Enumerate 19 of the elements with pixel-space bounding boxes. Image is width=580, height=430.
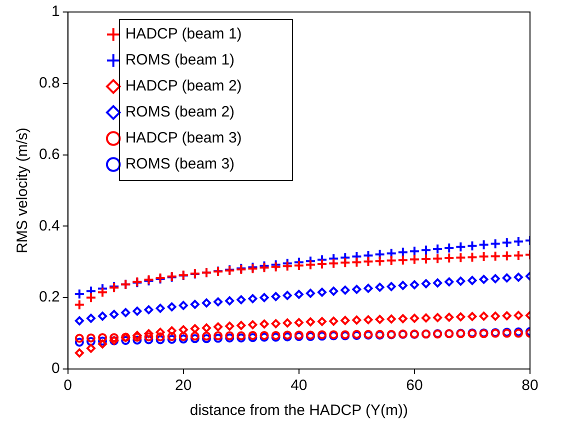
legend-label: HADCP (beam 2) <box>125 78 242 95</box>
legend-label: ROMS (beam 1) <box>125 52 235 69</box>
y-tick-label: 0.2 <box>38 288 60 306</box>
y-tick-label: 1 <box>52 3 60 20</box>
y-tick-label: 0.4 <box>38 217 60 234</box>
x-axis-title: distance from the HADCP (Y(m)) <box>190 402 408 420</box>
legend-label: ROMS (beam 2) <box>125 104 235 121</box>
x-tick-label: 40 <box>290 377 308 394</box>
x-tick-label: 80 <box>522 377 538 394</box>
legend-label: HADCP (beam 1) <box>125 26 242 43</box>
x-tick-label: 0 <box>64 377 72 394</box>
y-tick-label: 0.8 <box>38 74 60 92</box>
legend-label: HADCP (beam 3) <box>125 130 242 147</box>
legend-label: ROMS (beam 3) <box>125 156 235 173</box>
x-tick-label: 20 <box>175 377 192 394</box>
y-axis-title: RMS velocity (m/s) <box>14 128 32 254</box>
x-tick-label: 60 <box>406 377 423 394</box>
y-tick-label: 0 <box>52 360 60 378</box>
y-tick-label: 0.6 <box>38 146 60 163</box>
